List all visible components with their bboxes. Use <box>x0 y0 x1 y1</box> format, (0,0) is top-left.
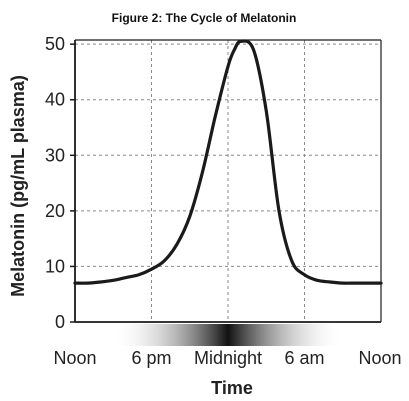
chart-title: Figure 2: The Cycle of Melatonin <box>112 11 297 25</box>
x-axis-title: Time <box>211 378 253 398</box>
x-tick-label: Midnight <box>194 348 262 368</box>
y-axis-title: Melatonin (pg/mL plasma) <box>8 75 28 297</box>
y-tick-label: 30 <box>45 145 65 165</box>
x-tick-label: Noon <box>358 348 401 368</box>
y-tick-labels: 0 10 20 30 40 50 <box>45 34 65 332</box>
x-tick-labels: Noon 6 pm Midnight 6 am Noon <box>53 348 401 368</box>
day-night-gradient-band <box>75 324 381 346</box>
axes <box>70 39 382 323</box>
y-tick-label: 40 <box>45 90 65 110</box>
y-tick-label: 50 <box>45 34 65 54</box>
melatonin-series-line <box>73 39 383 285</box>
x-tick-label: 6 am <box>284 348 324 368</box>
x-tick-label: Noon <box>53 348 96 368</box>
y-tick-label: 10 <box>45 256 65 276</box>
y-tick-label: 0 <box>55 312 65 332</box>
x-tick-label: 6 pm <box>131 348 171 368</box>
y-tick-label: 20 <box>45 201 65 221</box>
